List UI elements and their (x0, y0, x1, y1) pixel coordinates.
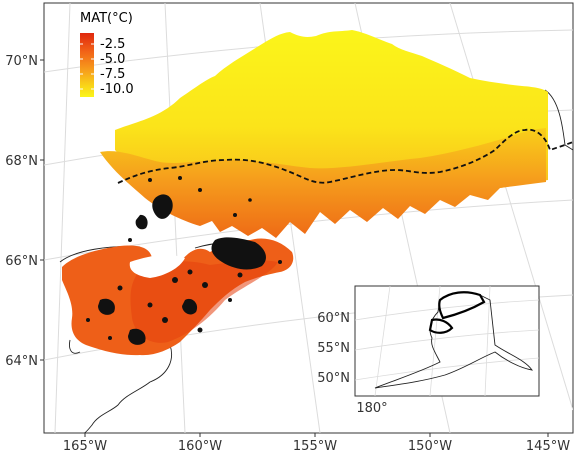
inset-y-tick-50: 50°N (317, 371, 350, 386)
observation-points (86, 176, 282, 345)
y-tick-70: 70°N (5, 54, 38, 69)
inset-x-tick-180: 180° (356, 401, 387, 416)
legend-entry: -7.5 (100, 67, 125, 82)
seward-warm-core (130, 260, 278, 343)
y-tick-64: 64°N (5, 354, 38, 369)
legend-colorbar (80, 33, 94, 97)
x-tick-150w: 150°W (408, 439, 452, 454)
inset-alaska-outline (374, 291, 533, 389)
x-tick-160w: 160°W (178, 439, 222, 454)
legend: MAT(°C) -2.5 -5.0 -7.5 -10.0 (80, 11, 134, 97)
x-tick-145w: 145°W (526, 439, 570, 454)
inset-y-tick-55: 55°N (317, 341, 350, 356)
legend-entry: -10.0 (100, 82, 134, 97)
inset-map: 60°N 55°N 50°N 180° (317, 285, 540, 416)
axis-ticks (40, 59, 549, 437)
inset-y-tick-60: 60°N (317, 311, 350, 326)
legend-entry: -5.0 (100, 52, 125, 67)
legend-entry: -2.5 (100, 37, 125, 52)
x-tick-155w: 155°W (293, 439, 337, 454)
legend-title: MAT(°C) (80, 11, 133, 26)
inset-panel (354, 285, 540, 397)
kotzebue-sound (129, 255, 185, 278)
inset-study-area (428, 291, 486, 334)
y-tick-66: 66°N (5, 254, 38, 269)
treeline-boundary (117, 128, 573, 184)
y-tick-68: 68°N (5, 154, 38, 169)
x-tick-165w: 165°W (63, 439, 107, 454)
